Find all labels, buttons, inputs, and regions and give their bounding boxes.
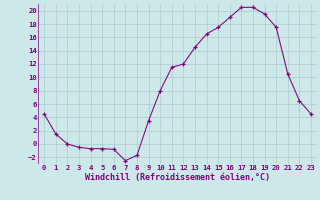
X-axis label: Windchill (Refroidissement éolien,°C): Windchill (Refroidissement éolien,°C): [85, 173, 270, 182]
